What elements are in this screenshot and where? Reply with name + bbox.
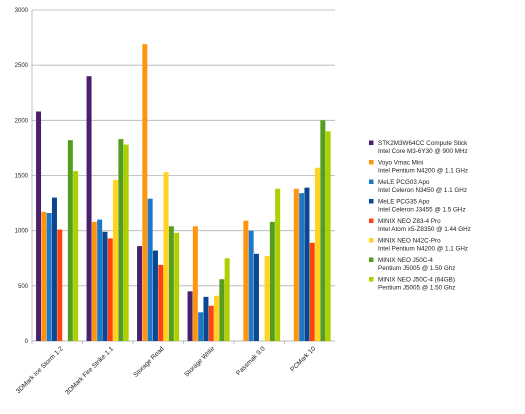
bar (158, 264, 164, 341)
legend-swatch (369, 277, 374, 282)
bar (248, 230, 254, 341)
bar (137, 246, 143, 341)
bar (57, 229, 63, 341)
bar (293, 188, 299, 341)
bar (174, 232, 180, 341)
y-tick-label: 0 (25, 339, 29, 345)
bar (214, 295, 220, 341)
bar (41, 211, 47, 341)
bar (51, 197, 57, 341)
bar (123, 144, 129, 341)
legend-series-name: STK2M3W64CC Compute Stick (378, 140, 468, 147)
bar (269, 221, 275, 341)
legend-series-cpu: Intel Pentium N4200 @ 1.1 GHz (378, 168, 468, 175)
bar (219, 279, 225, 341)
bar (253, 253, 259, 341)
legend-series-cpu: Pentium J5005 @ 1.50 Ghz (378, 265, 455, 272)
legend-series-cpu: Intel Celeron J3455 @ 1.5 GHz (378, 207, 466, 214)
legend-series-name: MINIX NEO Z83-4 Pro (378, 218, 441, 225)
bar (107, 238, 113, 341)
legend-swatch (369, 160, 374, 165)
bar (264, 256, 270, 341)
x-category-label: PCMark 10 (289, 345, 317, 373)
x-category-label: 3DMark Fire Strike 1.1 (64, 345, 115, 396)
bar (187, 291, 193, 341)
legend-swatch (369, 238, 374, 243)
legend-swatch (369, 199, 374, 204)
legend-swatch (369, 179, 374, 184)
bar (168, 226, 174, 341)
bar (299, 193, 305, 341)
bar (97, 219, 103, 341)
axes (31, 10, 335, 344)
x-category-label: Storage Read (132, 345, 166, 379)
y-tick-labels: 0 500 1000 1500 2000 2500 3000 (15, 8, 29, 345)
legend-series-name: MINIX NEO N42C-Pro (378, 238, 441, 245)
bars (36, 44, 331, 341)
bar (73, 171, 79, 341)
legend-series-name: Voyo Vmac Mini (378, 160, 423, 167)
legend-series-cpu: Intel Core M3-6Y30 @ 900 MHz (378, 148, 468, 155)
bar (304, 187, 310, 341)
x-category-label: 3DMark Ice Storm 1.2 (15, 345, 65, 395)
legend-series-cpu: Intel Pentium N4200 @ 1.1 GHz (378, 246, 468, 253)
bar (243, 220, 249, 341)
legend-series-name: MINIX NEO J50C-4 (64GB) (378, 277, 455, 284)
bar (152, 250, 158, 341)
bar (36, 111, 42, 341)
bar (91, 221, 97, 341)
x-category-label: Storage Write (183, 345, 216, 378)
x-category-label: Passmak 9.0 (235, 345, 267, 377)
bar (163, 172, 169, 341)
bar (275, 188, 281, 341)
bar (320, 120, 326, 341)
gridlines (32, 9, 335, 342)
x-category-labels: 3DMark Ice Storm 1.2 3DMark Fire Strike 1… (15, 345, 317, 396)
bar (208, 305, 214, 341)
legend-series-name: MeLE PCG03 Apo (378, 179, 430, 186)
bar (67, 140, 73, 341)
legend-swatch (369, 218, 374, 223)
bar (325, 131, 331, 341)
bar (147, 198, 153, 341)
y-tick-label: 3000 (15, 8, 29, 14)
y-tick-label: 2500 (15, 63, 29, 69)
bar (198, 312, 204, 341)
legend-swatch (369, 140, 374, 145)
legend-series-name: MeLE PCG35 Apo (378, 199, 430, 206)
bar (86, 76, 92, 341)
legend-series-name: MINIX NEO J50C-4 (378, 257, 433, 264)
y-tick-label: 1000 (15, 229, 29, 235)
bar (224, 258, 230, 341)
bar (113, 179, 119, 341)
bar (309, 242, 315, 341)
y-tick-label: 1500 (15, 174, 29, 180)
bar (142, 44, 148, 341)
legend-series-cpu: Intel Atom x5-Z8350 @ 1.44 GHz (378, 226, 471, 233)
legend-swatch (369, 257, 374, 262)
bar (203, 296, 209, 341)
bar (46, 213, 52, 341)
legend-series-cpu: Pentium J5005 @ 1.50 Ghz (378, 285, 455, 292)
legend-series-cpu: Intel Celeron N3450 @ 1.1 GHz (378, 187, 467, 194)
bar (102, 231, 108, 341)
bar (192, 226, 198, 341)
y-tick-label: 500 (18, 284, 29, 290)
y-tick-label: 2000 (15, 118, 29, 124)
bar (315, 167, 321, 341)
bar (118, 139, 124, 341)
